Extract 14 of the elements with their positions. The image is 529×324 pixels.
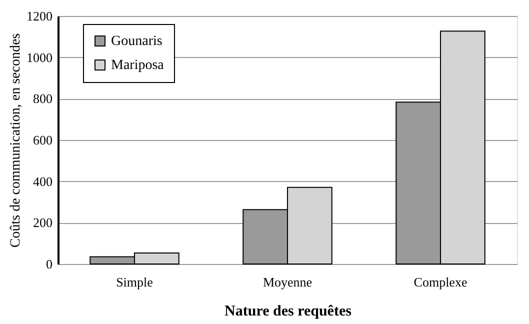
x-tick-label: Simple xyxy=(116,274,154,290)
legend-label: Gounaris xyxy=(111,34,162,49)
x-axis-title: Nature des requêtes xyxy=(224,304,352,320)
legend-label: Mariposa xyxy=(111,58,165,73)
y-tick-label: 200 xyxy=(33,215,52,230)
y-tick-label: 400 xyxy=(33,174,52,189)
y-tick-label: 1200 xyxy=(26,8,52,24)
y-axis-title: Coûts de communication, en secondes xyxy=(8,33,24,248)
x-tick-label: Moyenne xyxy=(262,274,312,290)
y-tick-label: 600 xyxy=(33,132,52,148)
y-tick-label: 0 xyxy=(46,256,52,272)
y-tick-label: 1000 xyxy=(26,50,52,65)
x-tick-label: Complexe xyxy=(414,274,468,290)
y-tick-label: 800 xyxy=(33,91,52,106)
